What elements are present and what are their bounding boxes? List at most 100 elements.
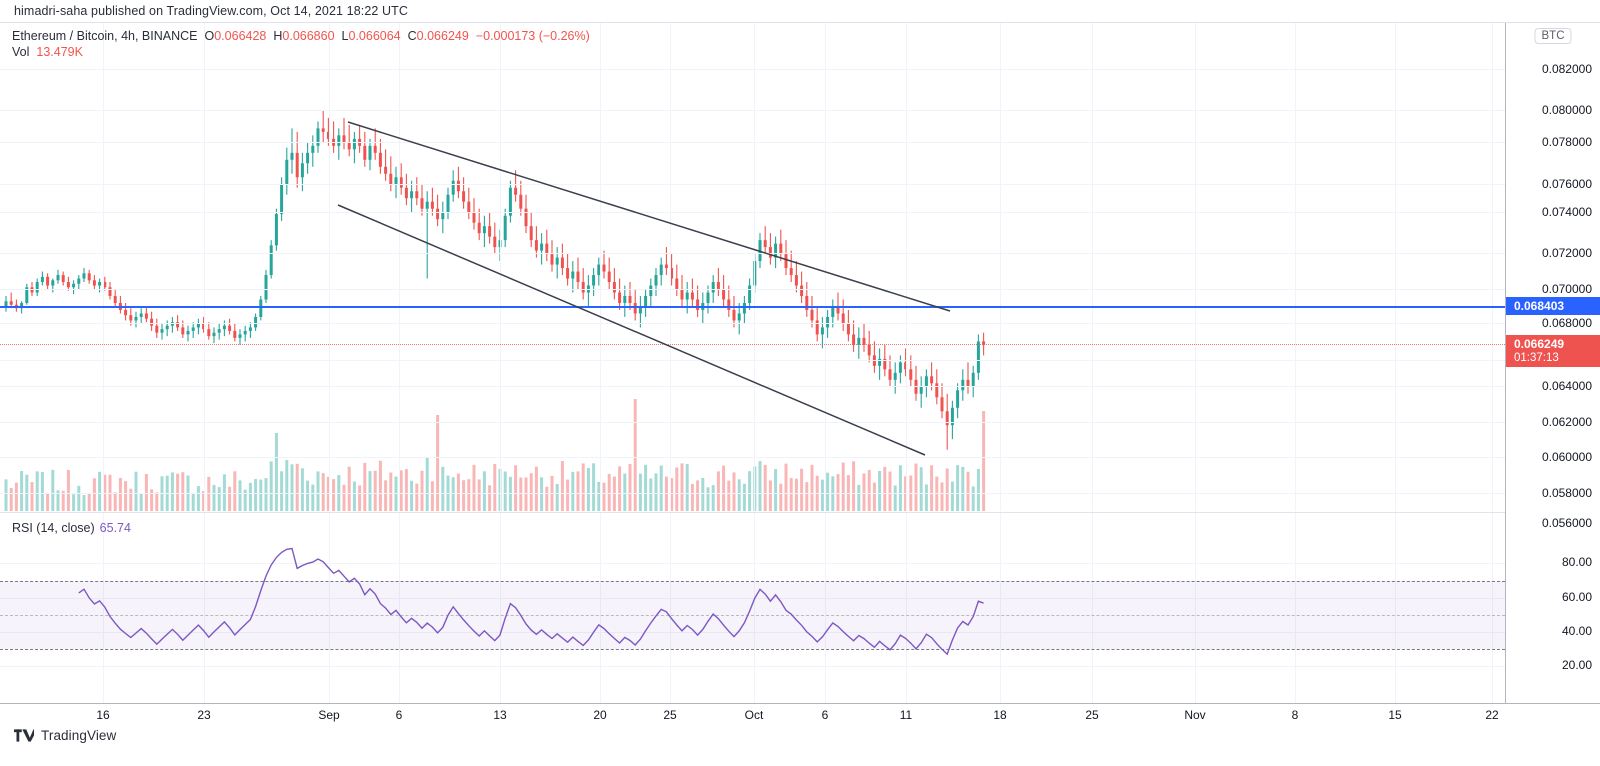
reference-price-tag: 0.068403 <box>1506 297 1600 316</box>
rsi-pane[interactable]: RSI (14, close) 65.74 <box>0 512 1505 703</box>
channel-upper <box>347 121 951 312</box>
gridline <box>1000 23 1001 511</box>
gridline <box>906 513 907 703</box>
current-price-tag: 0.066249 01:37:13 <box>1506 335 1600 368</box>
gridline <box>0 253 1505 254</box>
gridline <box>754 23 755 511</box>
time-tick-label: 13 <box>493 708 507 722</box>
gridline <box>0 457 1505 458</box>
channel-lower <box>337 204 926 456</box>
tradingview-branding: TradingView <box>14 728 116 743</box>
time-tick-label: Nov <box>1184 708 1206 722</box>
gridline <box>670 23 671 511</box>
gridline <box>0 597 1505 599</box>
gridline <box>0 631 1505 633</box>
rsi-tick-label: 20.00 <box>1561 657 1592 672</box>
price-tick-label: 0.082000 <box>1541 62 1592 76</box>
price-tick-label: 0.070000 <box>1541 282 1592 296</box>
gridline <box>1492 23 1493 511</box>
bar-countdown: 01:37:13 <box>1514 352 1559 365</box>
gridline <box>1295 513 1296 703</box>
tradingview-logo-icon <box>14 729 34 742</box>
gridline <box>0 289 1505 290</box>
time-tick-label: 16 <box>96 708 110 722</box>
price-tick-label: 0.074000 <box>1541 205 1592 219</box>
price-tick-label: 0.072000 <box>1541 246 1592 260</box>
last-price-line <box>0 344 1505 346</box>
gridline <box>0 69 1505 70</box>
price-axis[interactable]: BTC 0.082000 0.080000 0.078000 0.076000 0.07… <box>1505 23 1600 703</box>
attribution-text: himadri-saha published on TradingView.co… <box>14 4 408 18</box>
gridline <box>0 386 1505 387</box>
gridline <box>0 422 1505 423</box>
reference-price-value: 0.068403 <box>1514 299 1565 314</box>
gridline <box>329 23 330 511</box>
gridline <box>204 23 205 511</box>
time-tick-label: 6 <box>395 708 403 722</box>
price-tick-label: 0.056000 <box>1541 516 1592 530</box>
time-tick-label: 6 <box>821 708 829 722</box>
trendline-channel[interactable] <box>0 23 1505 511</box>
time-tick-label: 15 <box>1388 708 1402 722</box>
gridline <box>0 110 1505 111</box>
rsi-path <box>78 547 984 656</box>
gridline <box>1395 23 1396 511</box>
rsi-tick-label: 80.00 <box>1561 555 1592 570</box>
price-tick-label: 0.058000 <box>1541 486 1592 500</box>
price-tick-label: 0.076000 <box>1541 177 1592 191</box>
price-pane[interactable]: Ethereum / Bitcoin, 4h, BINANCE O0.066428… <box>0 23 1505 511</box>
gridline <box>906 23 907 511</box>
gridline <box>1295 23 1296 511</box>
gridline <box>204 513 205 703</box>
gridline <box>0 184 1505 185</box>
gridline <box>600 23 601 511</box>
gridline <box>0 323 1505 324</box>
gridline <box>103 513 104 703</box>
time-axis[interactable]: 16 23 Sep 6 13 20 25 Oct 6 11 18 25 Nov 8 15 22 <box>0 703 1600 723</box>
gridline <box>754 513 755 703</box>
rsi-tick-label: 60.00 <box>1561 589 1592 604</box>
rsi-oversold-line <box>0 648 1505 650</box>
time-tick-label: 25 <box>663 708 677 722</box>
gridline <box>670 513 671 703</box>
gridline <box>1195 23 1196 511</box>
price-tick-label: 0.080000 <box>1541 103 1592 117</box>
gridline <box>0 493 1505 494</box>
gridline <box>825 513 826 703</box>
price-tick-label: 0.060000 <box>1541 450 1592 464</box>
price-tick-label: 0.078000 <box>1541 135 1592 149</box>
time-tick-label: 23 <box>197 708 211 722</box>
time-tick-label: 22 <box>1485 708 1499 722</box>
price-tick-label: 0.068000 <box>1541 316 1592 330</box>
current-price-value: 0.066249 <box>1514 337 1565 352</box>
rsi-line-series <box>78 547 984 656</box>
gridline <box>0 665 1505 667</box>
gridline <box>500 23 501 511</box>
gridline <box>399 513 400 703</box>
gridline <box>0 360 1505 361</box>
gridline <box>0 142 1505 143</box>
gridline <box>500 513 501 703</box>
time-tick-label: Sep <box>318 708 340 722</box>
time-tick-label: Oct <box>744 708 764 722</box>
gridline <box>1395 513 1396 703</box>
gridline <box>103 23 104 511</box>
gridline <box>1092 23 1093 511</box>
gridline <box>1492 513 1493 703</box>
time-tick-label: 11 <box>899 708 913 722</box>
time-tick-label: 8 <box>1291 708 1299 722</box>
tradingview-wordmark: TradingView <box>41 728 117 743</box>
gridline <box>329 513 330 703</box>
rsi-midline <box>0 614 1505 616</box>
gridline <box>600 513 601 703</box>
gridline <box>1092 513 1093 703</box>
support-reference-line[interactable] <box>0 306 1505 309</box>
currency-badge: BTC <box>1534 28 1572 44</box>
gridline <box>399 23 400 511</box>
gridline <box>825 23 826 511</box>
rsi-overbought-line <box>0 580 1505 582</box>
time-tick-label: 25 <box>1085 708 1099 722</box>
time-tick-label: 20 <box>593 708 607 722</box>
gridline <box>0 212 1505 213</box>
